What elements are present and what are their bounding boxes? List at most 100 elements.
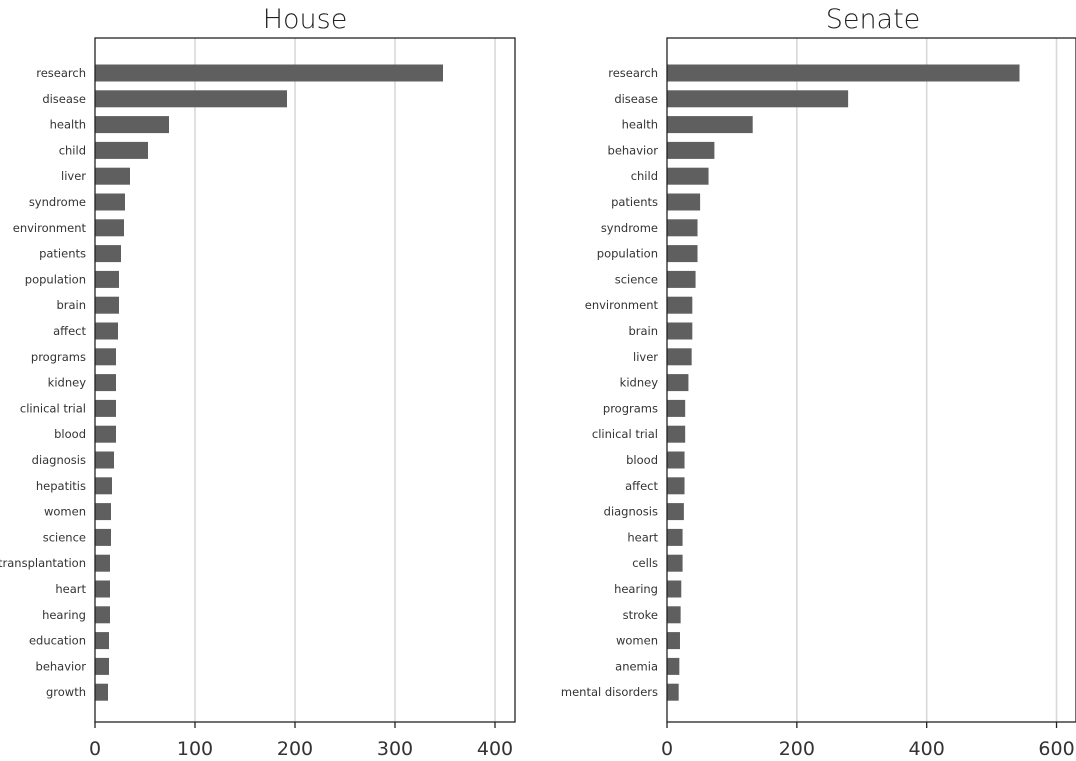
house-bar-0 xyxy=(95,64,443,82)
house-category-label-11: programs xyxy=(31,350,86,364)
senate-bar-13 xyxy=(667,399,686,417)
senate-category-label-19: cells xyxy=(632,556,658,570)
senate-tick-label-1: 200 xyxy=(779,738,815,760)
senate-category-label-5: patients xyxy=(611,195,658,209)
house-tick-label-4: 400 xyxy=(477,738,513,760)
house-bar-10 xyxy=(95,322,118,340)
house-category-label-8: population xyxy=(25,272,86,286)
senate-bar-1 xyxy=(667,90,849,108)
senate-category-label-18: heart xyxy=(627,530,658,544)
house-bar-20 xyxy=(95,580,110,598)
house-category-label-12: kidney xyxy=(48,376,87,390)
house-category-label-3: child xyxy=(59,143,86,157)
house-tick-label-0: 0 xyxy=(89,738,101,760)
senate-bar-19 xyxy=(667,554,683,572)
house-category-label-2: health xyxy=(50,118,86,132)
senate-category-label-10: brain xyxy=(628,324,658,338)
senate-bar-22 xyxy=(667,632,680,650)
senate-bar-16 xyxy=(667,477,685,495)
senate-category-label-24: mental disorders xyxy=(561,685,658,699)
house-bar-15 xyxy=(95,451,114,469)
senate-category-label-7: population xyxy=(597,247,658,261)
house-category-label-10: affect xyxy=(53,324,86,338)
senate-category-label-8: science xyxy=(615,272,658,286)
house-bar-18 xyxy=(95,528,111,546)
senate-bar-14 xyxy=(667,425,686,443)
house-bar-16 xyxy=(95,477,112,495)
senate-tick-label-0: 0 xyxy=(661,738,673,760)
house-category-label-9: brain xyxy=(56,298,86,312)
house-category-label-21: hearing xyxy=(42,608,86,622)
house-plot-frame xyxy=(94,37,516,723)
house-category-label-24: growth xyxy=(46,685,86,699)
house-chart-title: House xyxy=(263,4,348,35)
senate-category-label-14: clinical trial xyxy=(592,427,658,441)
house-panel: research disease health child liver syndrome e… xyxy=(0,4,516,760)
senate-chart-title: Senate xyxy=(826,4,921,35)
senate-bar-10 xyxy=(667,322,693,340)
house-bar-7 xyxy=(95,245,121,263)
house-category-label-19: transplantation xyxy=(0,556,86,570)
senate-category-label-9: environment xyxy=(585,298,659,312)
senate-bar-20 xyxy=(667,580,682,598)
senate-bar-6 xyxy=(667,219,698,237)
senate-bar-4 xyxy=(667,167,709,185)
senate-bar-21 xyxy=(667,606,681,624)
house-category-label-13: clinical trial xyxy=(20,401,86,415)
senate-category-label-17: diagnosis xyxy=(604,505,658,519)
house-category-label-7: patients xyxy=(39,247,86,261)
house-bar-2 xyxy=(95,116,169,134)
senate-category-label-6: syndrome xyxy=(601,221,658,235)
senate-category-label-21: stroke xyxy=(623,608,658,622)
house-category-label-23: behavior xyxy=(36,659,87,673)
senate-bar-0 xyxy=(667,64,1020,82)
senate-bar-3 xyxy=(667,141,715,159)
house-bar-23 xyxy=(95,657,109,675)
senate-bar-24 xyxy=(667,683,679,701)
house-bar-24 xyxy=(95,683,108,701)
senate-bar-5 xyxy=(667,193,701,211)
house-tick-label-3: 300 xyxy=(377,738,413,760)
senate-tick-label-3: 600 xyxy=(1038,738,1074,760)
senate-tick-label-2: 400 xyxy=(909,738,945,760)
senate-bar-2 xyxy=(667,116,753,134)
senate-category-label-22: women xyxy=(616,634,658,648)
house-bar-17 xyxy=(95,503,111,521)
house-bar-9 xyxy=(95,296,119,314)
senate-category-label-2: health xyxy=(622,118,658,132)
house-tick-label-1: 100 xyxy=(177,738,213,760)
senate-plot-frame xyxy=(666,37,1076,723)
senate-bar-18 xyxy=(667,528,683,546)
senate-bar-8 xyxy=(667,270,696,288)
senate-category-label-16: affect xyxy=(625,479,658,493)
senate-category-label-11: liver xyxy=(633,350,658,364)
house-category-label-17: women xyxy=(44,505,86,519)
house-bar-8 xyxy=(95,270,119,288)
house-bar-3 xyxy=(95,141,148,159)
senate-bar-12 xyxy=(667,374,689,392)
senate-category-label-23: anemia xyxy=(615,659,658,673)
house-bar-6 xyxy=(95,219,124,237)
senate-category-label-20: hearing xyxy=(614,582,658,596)
senate-bar-23 xyxy=(667,657,680,675)
senate-category-label-13: programs xyxy=(603,401,658,415)
senate-category-label-15: blood xyxy=(626,453,658,467)
house-bar-21 xyxy=(95,606,110,624)
senate-category-label-4: child xyxy=(631,169,658,183)
house-category-label-0: research xyxy=(36,66,86,80)
senate-panel: research disease health behavior child patien… xyxy=(561,4,1076,760)
house-bar-12 xyxy=(95,374,116,392)
senate-category-label-12: kidney xyxy=(620,376,659,390)
house-category-label-14: blood xyxy=(54,427,86,441)
house-category-label-18: science xyxy=(43,530,86,544)
house-category-label-22: education xyxy=(29,634,86,648)
house-category-label-1: disease xyxy=(42,92,86,106)
senate-bar-17 xyxy=(667,503,684,521)
house-bar-14 xyxy=(95,425,116,443)
house-tick-label-2: 200 xyxy=(277,738,313,760)
house-category-label-5: syndrome xyxy=(29,195,86,209)
senate-category-label-3: behavior xyxy=(608,143,659,157)
house-bar-4 xyxy=(95,167,130,185)
house-bar-11 xyxy=(95,348,116,366)
